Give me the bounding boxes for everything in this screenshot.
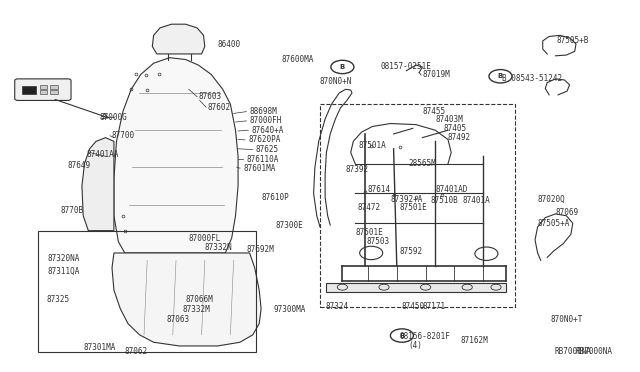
Text: 87000FH: 87000FH xyxy=(250,116,282,125)
Text: 88698M: 88698M xyxy=(250,107,277,116)
Text: (4): (4) xyxy=(408,341,422,350)
Bar xyxy=(326,283,506,292)
Text: B: B xyxy=(498,73,503,79)
Text: 87501E: 87501E xyxy=(355,228,383,237)
Text: 87069: 87069 xyxy=(556,208,579,217)
Text: RB7000NA: RB7000NA xyxy=(576,347,613,356)
Text: 87063: 87063 xyxy=(166,315,189,324)
Bar xyxy=(50,85,58,89)
Text: 87492: 87492 xyxy=(448,133,471,142)
Text: 87592: 87592 xyxy=(400,247,423,256)
Text: 87601MA: 87601MA xyxy=(243,164,276,173)
Text: 87472: 87472 xyxy=(357,203,380,212)
Text: 87332M: 87332M xyxy=(182,305,210,314)
Text: RB7000NA: RB7000NA xyxy=(554,347,591,356)
Text: 87325: 87325 xyxy=(46,295,69,304)
Text: 87401AD: 87401AD xyxy=(435,185,468,194)
Text: 87162M: 87162M xyxy=(461,336,488,345)
Text: B 08543-51242: B 08543-51242 xyxy=(502,74,563,83)
Text: B: B xyxy=(399,333,404,339)
Text: 87000FL: 87000FL xyxy=(189,234,221,243)
Text: 876110A: 876110A xyxy=(246,155,279,164)
Text: B: B xyxy=(340,64,345,70)
Text: 87610P: 87610P xyxy=(261,193,289,202)
Text: 87692M: 87692M xyxy=(246,245,274,254)
Bar xyxy=(40,85,47,89)
Text: 87401A: 87401A xyxy=(462,196,490,205)
Text: 87332N: 87332N xyxy=(205,243,232,252)
Text: 97300MA: 97300MA xyxy=(274,305,307,314)
Text: 87401AA: 87401AA xyxy=(86,150,119,159)
Bar xyxy=(38,231,256,352)
Text: 87392: 87392 xyxy=(346,165,369,174)
Text: 87324: 87324 xyxy=(325,302,348,311)
Text: 87301MA: 87301MA xyxy=(83,343,116,352)
Text: 87600MA: 87600MA xyxy=(282,55,314,64)
PathPatch shape xyxy=(82,138,114,231)
Text: 87020Q: 87020Q xyxy=(538,195,565,203)
FancyBboxPatch shape xyxy=(15,79,71,100)
Text: 87000G: 87000G xyxy=(99,113,127,122)
Text: 87620PA: 87620PA xyxy=(248,135,281,144)
Bar xyxy=(40,90,47,94)
Text: 87455: 87455 xyxy=(422,107,445,116)
Text: 87625: 87625 xyxy=(256,145,279,154)
Text: 87510B: 87510B xyxy=(430,196,458,205)
Text: 8770B: 8770B xyxy=(61,206,84,215)
Text: 08157-0251E: 08157-0251E xyxy=(381,62,431,71)
PathPatch shape xyxy=(112,253,261,346)
Text: 87501E: 87501E xyxy=(400,203,428,212)
Text: 870N0+N: 870N0+N xyxy=(320,77,353,86)
Text: 87505+A: 87505+A xyxy=(538,219,570,228)
Bar xyxy=(320,104,515,307)
Text: 87614: 87614 xyxy=(368,185,391,194)
PathPatch shape xyxy=(114,58,238,253)
Text: 87649: 87649 xyxy=(67,161,90,170)
Text: 870N0+T: 870N0+T xyxy=(550,315,583,324)
Text: 87501A: 87501A xyxy=(358,141,386,150)
Text: 87700: 87700 xyxy=(112,131,135,140)
Text: 87403M: 87403M xyxy=(435,115,463,124)
Text: 87311QA: 87311QA xyxy=(48,267,81,276)
Text: 87320NA: 87320NA xyxy=(48,254,81,263)
Text: 87603: 87603 xyxy=(198,92,221,101)
Text: 87062: 87062 xyxy=(125,347,148,356)
Text: 87405: 87405 xyxy=(444,124,467,133)
Bar xyxy=(22,86,36,94)
Text: 28565M: 28565M xyxy=(408,159,436,168)
Bar xyxy=(50,90,58,94)
Text: 87392+A: 87392+A xyxy=(390,195,423,203)
Text: 86400: 86400 xyxy=(218,40,241,49)
PathPatch shape xyxy=(152,24,205,54)
Text: 87450: 87450 xyxy=(402,302,425,311)
Text: 87300E: 87300E xyxy=(275,221,303,230)
Text: 87602: 87602 xyxy=(208,103,231,112)
Text: 87503: 87503 xyxy=(367,237,390,246)
Text: 08156-8201F: 08156-8201F xyxy=(400,332,451,341)
Text: 87640+A: 87640+A xyxy=(252,126,284,135)
Text: 87171: 87171 xyxy=(422,302,445,311)
Text: 87505+B: 87505+B xyxy=(557,36,589,45)
Text: 87019M: 87019M xyxy=(422,70,450,79)
Text: 87066M: 87066M xyxy=(186,295,213,304)
